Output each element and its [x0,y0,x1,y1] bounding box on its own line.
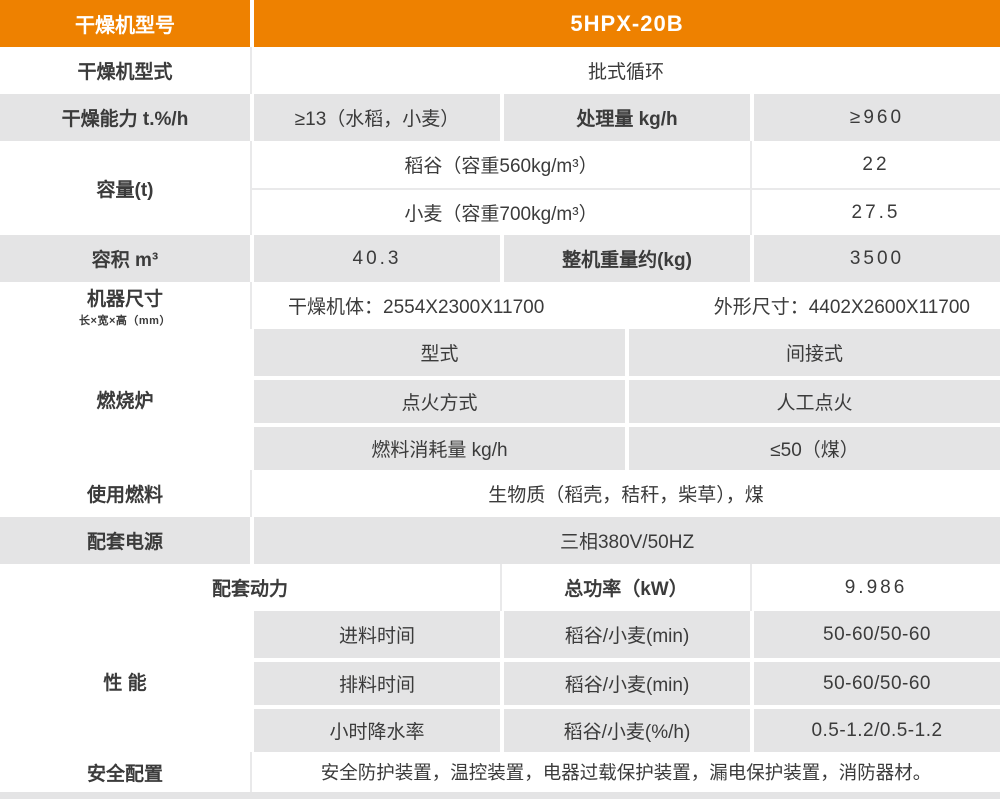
row-power: 配套动力 总功率（kW） 9.986 [0,564,1000,611]
total-power-label: 总功率（kW） [500,564,750,611]
row-capacity: 干燥能力 t.%/h ≥13（水稻，小麦） 处理量 kg/h ≥960 [0,94,1000,141]
row-fuel: 使用燃料 生物质（稻壳，秸秆，柴草），煤 [0,470,1000,517]
volume-rice-label: 稻谷（容重560kg/m³） [250,141,750,188]
volume-label: 容量(t) [0,141,250,235]
safety-value: 安全防护装置，温控装置，电器过载保护装置，漏电保护装置，消防器材。 [250,752,1000,792]
dimensions-value: 干燥机体：2554X2300X11700 外形尺寸：4402X2600X1170… [250,282,1000,329]
perf-feed-item: 进料时间 [250,611,500,658]
dimensions-body: 干燥机体：2554X2300X11700 [288,297,545,318]
furnace-consumption-label: 燃料消耗量 kg/h [250,427,625,470]
section-furnace: 燃烧炉 型式 间接式 点火方式 人工点火 燃料消耗量 kg/h ≤50（煤） [0,329,1000,470]
row-model: 干燥机型号 5HPX-20B [0,0,1000,47]
section-performance: 性 能 进料时间 稻谷/小麦(min) 50-60/50-60 排料时间 稻谷/… [0,611,1000,752]
furnace-ignition-value: 人工点火 [625,380,1000,423]
dimensions-overall: 外形尺寸：4402X2600X11700 [713,297,970,318]
row-safety: 安全配置 安全防护装置，温控装置，电器过载保护装置，漏电保护装置，消防器材。 [0,752,1000,792]
perf-moisture-value: 0.5-1.2/0.5-1.2 [750,709,1000,752]
capacity-label: 干燥能力 t.%/h [0,94,250,141]
cubage-value: 40.3 [250,235,500,282]
cubage-label: 容积 m³ [0,235,250,282]
furnace-label: 燃烧炉 [0,329,250,470]
model-value: 5HPX-20B [250,0,1000,47]
performance-row-moisture: 小时降水率 稻谷/小麦(%/h) 0.5-1.2/0.5-1.2 [250,705,1000,752]
table-bottom-strip [0,792,1000,799]
furnace-ignition-label: 点火方式 [250,380,625,423]
throughput-label: 处理量 kg/h [500,94,750,141]
row-cubage-weight: 容积 m³ 40.3 整机重量约(kg) 3500 [0,235,1000,282]
performance-label: 性 能 [0,611,250,752]
furnace-consumption-value: ≤50（煤） [625,427,1000,470]
model-label: 干燥机型号 [75,15,175,37]
dimensions-label-sub: 长×宽×高（mm） [79,314,171,327]
perf-moisture-spec: 稻谷/小麦(%/h) [500,709,750,752]
fuel-value: 生物质（稻壳，秸秆，柴草），煤 [250,470,1000,517]
type-label: 干燥机型式 [77,62,173,83]
volume-rice-value: 22 [750,141,1000,188]
perf-discharge-item: 排料时间 [250,662,500,705]
volume-wheat-value: 27.5 [750,190,1000,235]
perf-feed-value: 50-60/50-60 [750,611,1000,658]
section-volume: 容量(t) 稻谷（容重560kg/m³） 22 小麦（容重700kg/m³） 2… [0,141,1000,235]
perf-discharge-spec: 稻谷/小麦(min) [500,662,750,705]
safety-label: 安全配置 [86,763,163,785]
row-type: 干燥机型式 批式循环 [0,47,1000,94]
volume-row-wheat: 小麦（容重700kg/m³） 27.5 [250,188,1000,235]
capacity-value: ≥13（水稻，小麦） [250,94,500,141]
row-dimensions: 机器尺寸 长×宽×高（mm） 干燥机体：2554X2300X11700 外形尺寸… [0,282,1000,329]
power-supply-value: 三相380V/50HZ [250,517,1000,564]
furnace-row-consumption: 燃料消耗量 kg/h ≤50（煤） [250,423,1000,470]
type-value: 批式循环 [250,47,1000,94]
throughput-value: ≥960 [750,94,1000,141]
weight-label: 整机重量约(kg) [500,235,750,282]
power-supply-label: 配套电源 [0,517,250,564]
row-power-supply: 配套电源 三相380V/50HZ [0,517,1000,564]
power-label: 配套动力 [211,579,288,600]
total-power-value: 9.986 [750,564,1000,611]
volume-row-rice: 稻谷（容重560kg/m³） 22 [250,141,1000,188]
dimensions-label: 机器尺寸 长×宽×高（mm） [0,282,250,329]
furnace-type-label: 型式 [250,329,625,376]
furnace-type-value: 间接式 [625,329,1000,376]
dimensions-label-main: 机器尺寸 [86,288,163,310]
perf-moisture-item: 小时降水率 [250,709,500,752]
weight-value: 3500 [750,235,1000,282]
furnace-row-ignition: 点火方式 人工点火 [250,376,1000,423]
performance-row-feed: 进料时间 稻谷/小麦(min) 50-60/50-60 [250,611,1000,658]
performance-row-discharge: 排料时间 稻谷/小麦(min) 50-60/50-60 [250,658,1000,705]
furnace-row-type: 型式 间接式 [250,329,1000,376]
volume-wheat-label: 小麦（容重700kg/m³） [250,190,750,235]
fuel-label: 使用燃料 [86,485,163,506]
perf-feed-spec: 稻谷/小麦(min) [500,611,750,658]
perf-discharge-value: 50-60/50-60 [750,662,1000,705]
